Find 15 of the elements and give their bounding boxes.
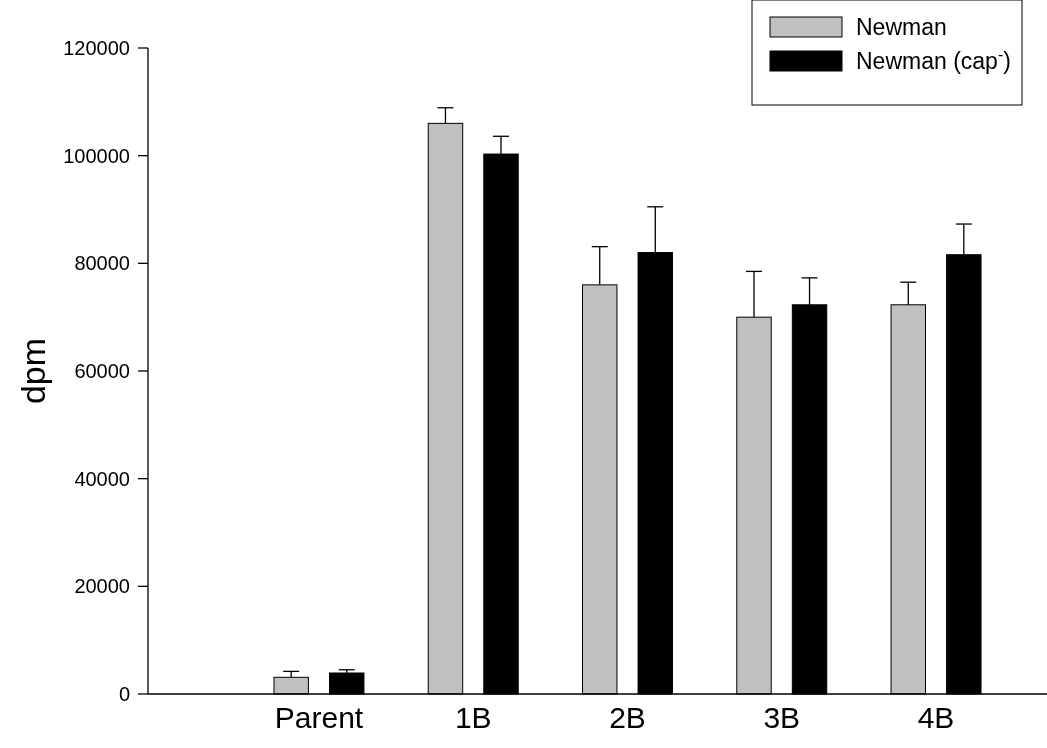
y-axis-title: dpm xyxy=(14,337,52,405)
legend-label: Newman (cap$^{-}$) xyxy=(856,45,1011,75)
y-tick-label: 60000 xyxy=(74,360,130,382)
x-tick-label: 1B xyxy=(454,701,492,734)
y-tick-label: 40000 xyxy=(74,467,130,490)
y-tick-label: 100000 xyxy=(63,144,130,167)
x-tick-label: 3B xyxy=(763,701,801,734)
x-tick-label: 2B xyxy=(609,701,646,734)
y-tick-label: 20000 xyxy=(74,575,130,598)
legend-label: Newman xyxy=(856,14,947,41)
y-tick-label: 80000 xyxy=(74,252,130,275)
y-tick-label: 120000 xyxy=(63,37,130,59)
x-tick-label: Parent xyxy=(274,701,364,734)
x-tick-label: 4B xyxy=(917,701,955,734)
y-tick-label: 0 xyxy=(118,683,130,705)
